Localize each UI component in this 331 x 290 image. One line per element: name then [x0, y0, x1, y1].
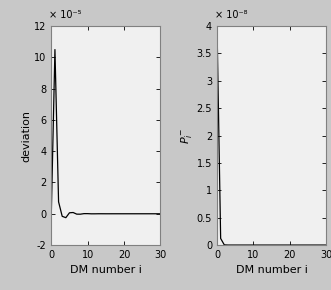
X-axis label: DM number i: DM number i [236, 265, 307, 276]
Text: × 10⁻⁵: × 10⁻⁵ [49, 10, 82, 19]
Y-axis label: $P_i^-$: $P_i^-$ [179, 127, 194, 144]
Text: × 10⁻⁸: × 10⁻⁸ [215, 10, 247, 19]
Y-axis label: deviation: deviation [21, 110, 31, 162]
X-axis label: DM number i: DM number i [70, 265, 142, 276]
